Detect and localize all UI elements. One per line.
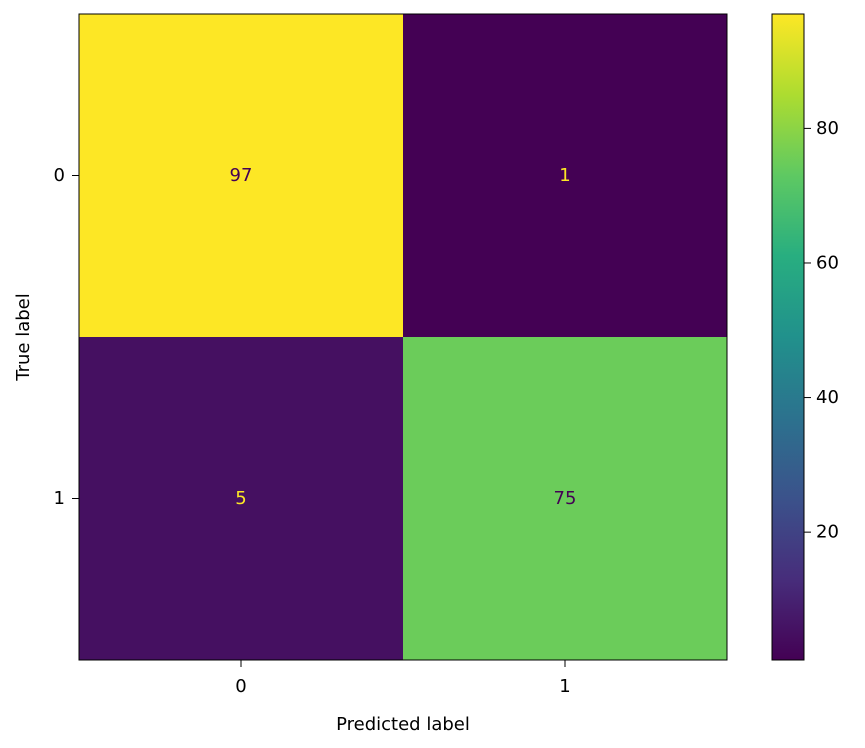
plot-frame <box>78 13 728 661</box>
cell-value-label: 75 <box>554 488 577 509</box>
colorbar-tick-label: 40 <box>816 387 839 408</box>
colorbar-tick-label: 20 <box>816 522 839 543</box>
x-tick-label: 0 <box>235 676 246 697</box>
heatmap-cells <box>79 14 727 660</box>
y-tick-label: 0 <box>54 165 65 186</box>
heatmap-cell <box>79 14 403 337</box>
x-axis-label: Predicted label <box>336 714 470 735</box>
y-axis-label: True label <box>13 293 34 382</box>
colorbar: 20 40 60 80 <box>771 13 839 661</box>
y-axis-ticks: 01 <box>54 165 79 509</box>
cell-value-labels: 97 1 5 75 <box>230 165 577 509</box>
heatmap-cell <box>403 337 727 660</box>
cell-value-label: 1 <box>559 165 570 186</box>
colorbar-ticks: 20 40 60 80 <box>804 118 839 543</box>
cell-value-label: 97 <box>230 165 253 186</box>
colorbar-frame <box>771 13 805 661</box>
colorbar-tick-label: 80 <box>816 118 839 139</box>
heatmap-cell <box>79 337 403 660</box>
colorbar-tick-label: 60 <box>816 252 839 273</box>
x-tick-label: 1 <box>559 676 570 697</box>
colorbar-gradient <box>772 14 804 660</box>
heatmap-cell <box>403 14 727 337</box>
y-tick-label: 1 <box>54 488 65 509</box>
cell-value-label: 5 <box>235 488 246 509</box>
